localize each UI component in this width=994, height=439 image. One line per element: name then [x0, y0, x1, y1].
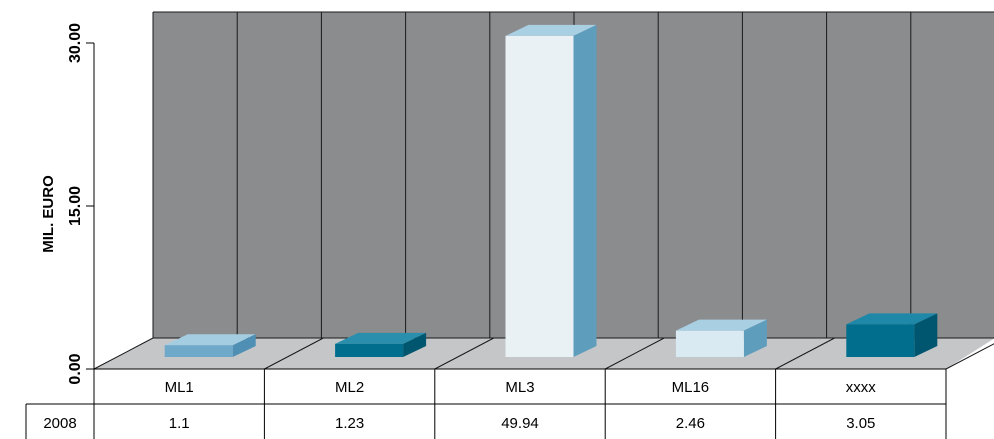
bar-front-face — [846, 324, 915, 357]
bar-side-face — [914, 313, 938, 357]
category-label: xxxx — [846, 379, 877, 396]
y-tick-label: 30.00 — [67, 23, 84, 63]
bar — [675, 319, 767, 357]
bar — [846, 313, 938, 357]
bar-top-face — [675, 319, 767, 331]
floor-gridline — [945, 343, 994, 370]
y-tick-label: 0.00 — [67, 353, 84, 384]
y-axis-ticks: 0.00 15.00 30.00 — [67, 23, 94, 385]
floor-gridline — [775, 337, 835, 370]
bar-front-face — [164, 345, 233, 357]
table-row-header: 2008 — [43, 415, 76, 432]
category-label: ML3 — [505, 379, 534, 396]
bar-top-face — [164, 334, 256, 346]
floor-gridline — [264, 337, 324, 370]
bar-top-face — [335, 332, 427, 344]
bar-side-face — [403, 332, 427, 357]
bar — [335, 332, 427, 357]
floor-gridline — [434, 337, 495, 370]
bar-side-face — [743, 319, 767, 357]
category-label: ML1 — [165, 379, 194, 396]
data-table: ML1 1.1 ML2 1.23 ML3 49.94 ML16 2.46 xxxx 3.05 200… — [25, 368, 947, 439]
bar-top-face — [505, 24, 597, 36]
bar-side-face — [573, 24, 597, 357]
bar-side-face — [232, 334, 256, 357]
table-value: 2.46 — [676, 415, 705, 432]
bar — [505, 24, 597, 357]
bar — [164, 334, 256, 357]
bar-front-face — [505, 35, 574, 357]
floor-gridline — [93, 337, 154, 370]
category-label: ML16 — [672, 379, 710, 396]
bars-group — [164, 24, 938, 357]
bar-front-face — [675, 330, 744, 357]
table-value: 1.1 — [169, 415, 190, 432]
bar-front-face — [335, 343, 404, 357]
bar-top-face — [846, 313, 938, 325]
category-label: ML2 — [335, 379, 364, 396]
y-axis-title: MIL. EURO — [40, 175, 57, 253]
table-value: 3.05 — [846, 415, 875, 432]
y-tick-label: 15.00 — [67, 186, 84, 226]
table-value: 49.94 — [501, 415, 539, 432]
table-value: 1.23 — [335, 415, 364, 432]
floor-gridline — [604, 337, 665, 370]
